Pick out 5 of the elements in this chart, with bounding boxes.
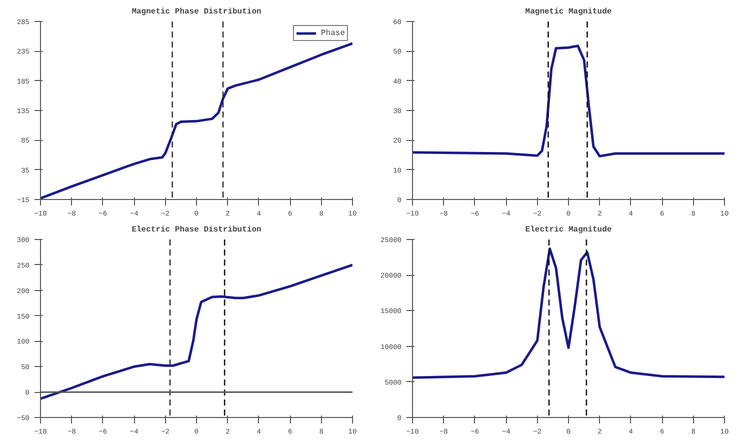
chart-title: Electric Phase Distribution [132, 226, 262, 234]
chart-title: Magnetic Magnitude [525, 8, 612, 16]
chart-title: Electric Magnitude [525, 226, 612, 234]
chart-title: Magnetic Phase Distribution [132, 8, 262, 16]
legend-label: Phase [320, 28, 345, 38]
